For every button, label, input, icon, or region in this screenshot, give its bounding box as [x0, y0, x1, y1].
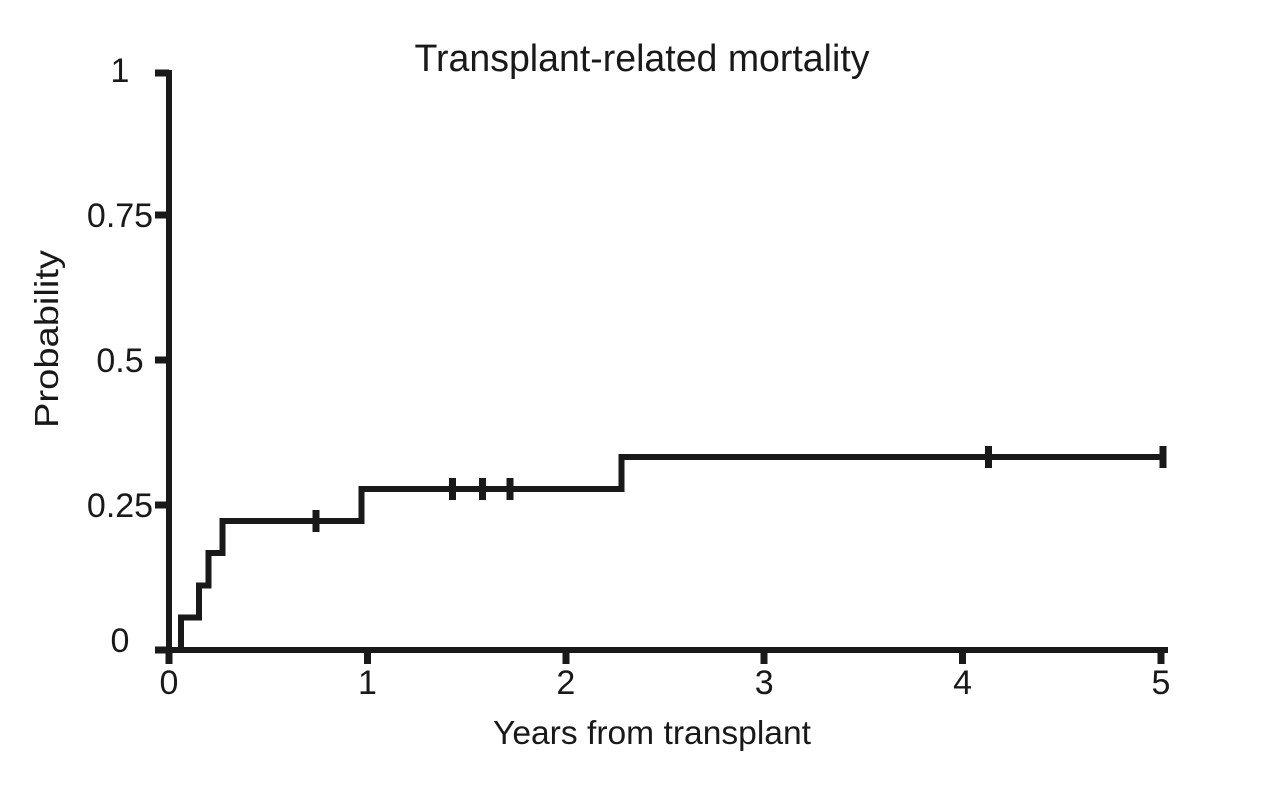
y-axis-label: Probability [28, 249, 65, 428]
y-tick-label: 0.5 [96, 342, 143, 380]
x-tick-label: 4 [953, 664, 972, 702]
y-tick-label: 0 [111, 622, 130, 660]
y-tick-label: 0.25 [87, 487, 153, 525]
x-tick-label: 2 [556, 664, 575, 702]
x-tick-label: 0 [160, 664, 179, 702]
y-tick-label: 0.75 [87, 197, 153, 235]
chart-title: Transplant-related mortality [415, 38, 870, 80]
x-tick-label: 3 [755, 664, 774, 702]
censor-marks [312, 445, 1167, 533]
axis-tick-labels: 0 0.25 0.5 0.75 1 0 1 2 3 4 5 [87, 52, 1171, 702]
y-tick-label: 1 [111, 52, 130, 90]
x-tick-label: 1 [358, 664, 377, 702]
km-curve [177, 453, 1166, 650]
step-curve-path [177, 453, 1166, 650]
axes [155, 69, 1168, 664]
x-axis-label: Years from transplant [493, 714, 811, 751]
x-tick-label: 5 [1152, 664, 1171, 702]
